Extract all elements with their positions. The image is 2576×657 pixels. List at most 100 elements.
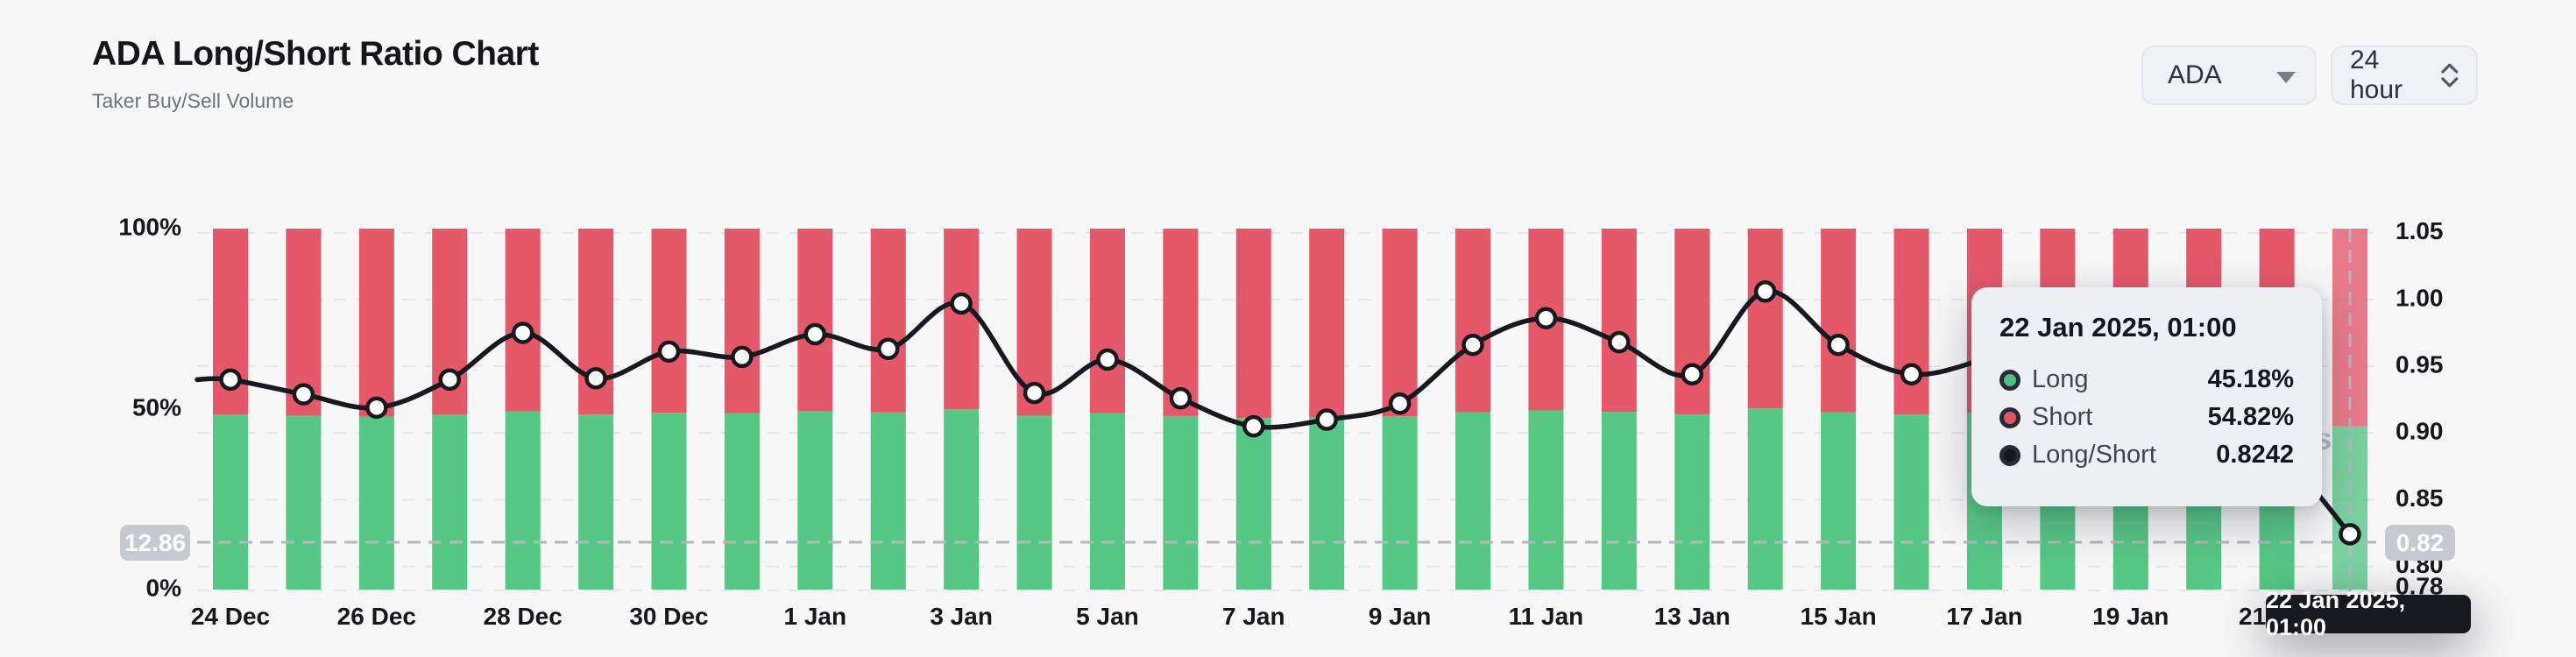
bar-long-segment[interactable] xyxy=(1235,418,1271,590)
bar-long-segment[interactable] xyxy=(1382,416,1418,590)
bar-long-segment[interactable] xyxy=(1601,412,1637,590)
bar-short-segment[interactable] xyxy=(1893,229,1929,414)
bar-short-segment[interactable] xyxy=(1309,229,1345,418)
bar-short-segment[interactable] xyxy=(1821,229,1857,413)
x-axis-tick: 24 Dec xyxy=(191,603,270,630)
bar-short-segment[interactable] xyxy=(944,229,980,410)
bar-long-segment[interactable] xyxy=(432,414,468,590)
bar-long-segment[interactable] xyxy=(1674,413,1710,590)
bar-short-segment[interactable] xyxy=(1455,229,1491,413)
bar-short-segment[interactable] xyxy=(870,229,906,413)
bar-group xyxy=(1528,229,1564,590)
line-marker[interactable] xyxy=(657,340,681,364)
bar-long-segment[interactable] xyxy=(1528,410,1564,590)
bar-long-segment[interactable] xyxy=(213,414,248,590)
bar-group xyxy=(1016,229,1052,590)
y-axis-tick-left: 100% xyxy=(118,213,181,240)
bar-long-segment[interactable] xyxy=(724,413,760,590)
bar-long-segment[interactable] xyxy=(1089,413,1125,590)
line-marker[interactable] xyxy=(731,345,754,369)
x-axis-tick: 5 Jan xyxy=(1076,603,1139,630)
line-marker[interactable] xyxy=(1681,363,1704,385)
bar-group xyxy=(213,229,248,590)
line-marker[interactable] xyxy=(1023,381,1046,405)
bar-long-segment[interactable] xyxy=(1747,408,1783,590)
bar-group xyxy=(432,229,468,590)
line-marker[interactable] xyxy=(365,396,388,420)
bar-group xyxy=(1089,229,1125,590)
bar-short-segment[interactable] xyxy=(1674,229,1710,414)
bar-short-segment[interactable] xyxy=(651,229,687,413)
y-axis-tick-right: 0.90 xyxy=(2396,418,2444,445)
y-axis-tick-right: 0.95 xyxy=(2396,350,2444,378)
line-marker[interactable] xyxy=(876,337,900,361)
line-marker[interactable] xyxy=(1827,333,1850,357)
bar-group xyxy=(797,229,833,590)
series-dot-icon xyxy=(1999,369,2020,391)
bar-long-segment[interactable] xyxy=(286,415,322,590)
line-marker[interactable] xyxy=(1169,386,1192,410)
line-marker[interactable] xyxy=(292,383,315,406)
interval-select[interactable]: 24 hour xyxy=(2331,46,2478,105)
line-marker[interactable] xyxy=(1242,414,1265,438)
bar-long-segment[interactable] xyxy=(1821,412,1857,590)
bar-long-segment[interactable] xyxy=(1455,412,1491,590)
line-marker[interactable] xyxy=(438,368,461,392)
bar-short-segment[interactable] xyxy=(1235,229,1271,419)
bar-group xyxy=(578,229,614,590)
bar-group xyxy=(651,229,687,590)
bar-group xyxy=(2332,229,2368,590)
bar-short-segment[interactable] xyxy=(1382,229,1418,417)
bar-long-segment[interactable] xyxy=(1309,417,1345,590)
bar-long-segment[interactable] xyxy=(651,413,687,590)
bar-group xyxy=(1893,229,1929,590)
bar-long-segment[interactable] xyxy=(1016,415,1052,590)
line-marker[interactable] xyxy=(803,322,827,346)
crosshair-right-badge: 0.82 xyxy=(2385,525,2455,561)
line-marker[interactable] xyxy=(1753,280,1777,303)
bar-short-segment[interactable] xyxy=(797,229,833,412)
interval-select-value: 24 hour xyxy=(2350,46,2403,104)
bar-long-segment[interactable] xyxy=(870,412,906,590)
series-dot-icon xyxy=(1999,444,2020,466)
line-marker[interactable] xyxy=(584,367,607,390)
bar-short-segment[interactable] xyxy=(1089,229,1125,413)
tooltip-series-label: Long xyxy=(2032,365,2089,393)
line-marker[interactable] xyxy=(511,321,534,344)
bar-long-segment[interactable] xyxy=(944,409,980,590)
bar-long-segment[interactable] xyxy=(1893,413,1929,590)
bar-long-segment[interactable] xyxy=(578,414,614,590)
bar-short-segment[interactable] xyxy=(724,229,760,413)
bar-group xyxy=(1163,229,1199,590)
tooltip-series-value: 45.18% xyxy=(2207,365,2294,393)
bar-group xyxy=(286,229,322,590)
bar-long-segment[interactable] xyxy=(505,411,541,590)
bar-short-segment[interactable] xyxy=(1601,229,1637,413)
line-marker[interactable] xyxy=(1096,348,1119,371)
bar-short-segment[interactable] xyxy=(1163,229,1199,416)
x-axis-tick: 15 Jan xyxy=(1801,603,1877,630)
line-marker[interactable] xyxy=(1315,408,1338,431)
bar-long-segment[interactable] xyxy=(1163,415,1199,590)
line-marker[interactable] xyxy=(219,368,242,392)
line-marker[interactable] xyxy=(1900,363,1923,385)
bar-group xyxy=(1455,229,1491,590)
line-marker[interactable] xyxy=(1461,333,1484,357)
line-marker[interactable] xyxy=(1608,330,1631,354)
bar-long-segment[interactable] xyxy=(797,411,833,590)
bar-short-segment[interactable] xyxy=(505,229,541,412)
line-marker[interactable] xyxy=(950,292,973,315)
symbol-select[interactable]: ADA xyxy=(2141,46,2317,105)
line-marker[interactable] xyxy=(1388,392,1412,415)
x-axis-tick: 19 Jan xyxy=(2092,603,2169,630)
x-axis-tick: 7 Jan xyxy=(1222,603,1285,630)
bar-short-segment[interactable] xyxy=(358,229,394,417)
bar-long-segment[interactable] xyxy=(358,416,394,590)
chart-tooltip: 22 Jan 2025, 01:00 Long 45.18% Short 54.82%… xyxy=(1971,287,2322,506)
page-subtitle: Taker Buy/Sell Volume xyxy=(92,89,294,112)
bar-group xyxy=(358,229,394,590)
bar-short-segment[interactable] xyxy=(1747,229,1783,409)
line-marker[interactable] xyxy=(1534,307,1558,329)
line-marker[interactable] xyxy=(2339,523,2361,546)
x-axis-tick: 13 Jan xyxy=(1654,603,1730,630)
